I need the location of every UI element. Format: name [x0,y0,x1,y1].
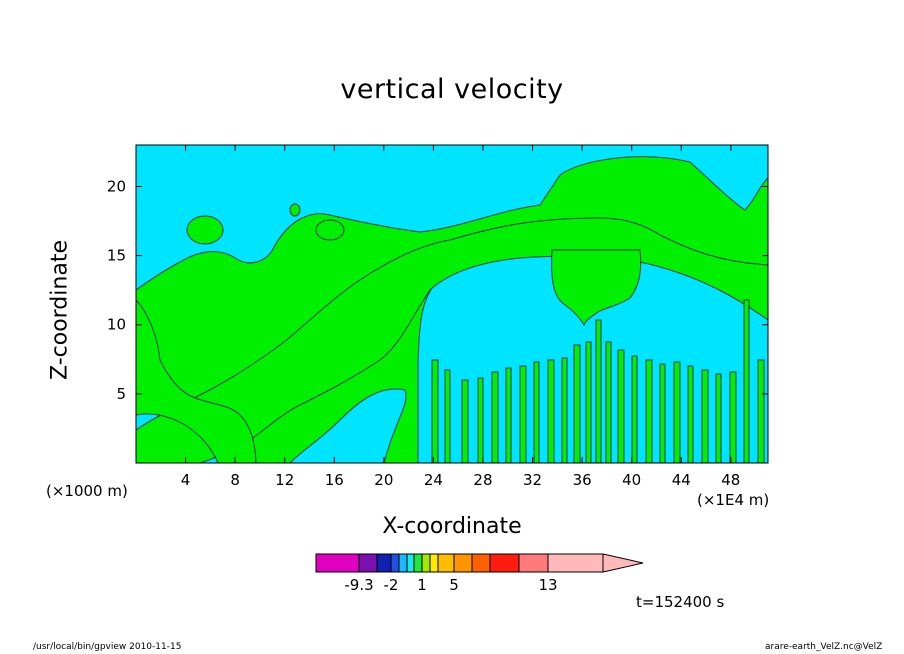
colorbar-extend-arrow [602,553,644,573]
x-axis-unit-left: (×1000 m) [46,482,128,500]
colorbar-swatch [413,553,423,573]
chart-title: vertical velocity [340,74,564,105]
colorbar-label: -2 [384,576,399,594]
footer-left: /usr/local/bin/gpview 2010-11-15 [33,642,182,652]
y-tick-label: 15 [107,247,126,265]
colorbar-swatch [453,553,473,573]
colorbar-swatch [376,553,392,573]
contour-blob [289,203,301,217]
time-label: t=152400 s [636,593,725,611]
contour-region-lower-stripes [431,299,765,463]
colorbar-swatch [518,553,549,573]
colorbar-swatch [406,553,415,573]
x-axis-ticks: 4 8 12 16 20 24 28 32 36 40 44 48 [181,145,740,489]
y-tick-label: 10 [107,316,126,334]
colorbar-swatch [421,553,431,573]
colorbar-swatch [358,553,378,573]
x-tick-label: 44 [672,471,691,489]
y-tick-label: 5 [116,385,126,403]
x-tick-label: 48 [721,471,740,489]
contour-blob [186,215,224,245]
x-tick-label: 32 [523,471,542,489]
x-axis-label: X-coordinate [382,514,522,539]
colorbar-swatch [547,553,604,573]
colorbar-swatch [489,553,520,573]
x-tick-label: 36 [573,471,592,489]
x-tick-label: 28 [473,471,492,489]
colorbar-swatch [471,553,491,573]
colorbar-swatch [437,553,455,573]
positive-velocity-regions [136,145,768,463]
colorbar-label: 13 [538,576,557,594]
x-axis-unit-right: (×1E4 m) [697,491,770,509]
y-axis-label: Z-coordinate [47,240,73,380]
contour-blob [315,219,345,241]
x-tick-label: 12 [275,471,294,489]
contour-region-central-cap [551,249,642,327]
x-tick-label: 4 [181,471,191,489]
y-axis-ticks: 5 10 15 20 [107,177,768,403]
x-tick-label: 40 [622,471,641,489]
colorbar: -9.3 -2 1 5 13 [315,553,644,594]
colorbar-swatch [429,553,439,573]
x-tick-label: 16 [325,471,344,489]
footer-right: arare-earth_VelZ.nc@VelZ [765,642,883,652]
contour-region-left-lower [136,299,257,463]
colorbar-label: 1 [417,576,427,594]
plot-frame [135,144,769,464]
plot-area [136,145,768,463]
x-tick-label: 20 [374,471,393,489]
y-tick-label: 20 [107,177,126,195]
colorbar-label: 5 [449,576,459,594]
colorbar-label: -9.3 [344,576,373,594]
x-tick-label: 8 [230,471,240,489]
colorbar-swatch [398,553,408,573]
colorbar-swatch [390,553,400,573]
colorbar-swatch [315,553,360,573]
x-tick-label: 24 [424,471,443,489]
